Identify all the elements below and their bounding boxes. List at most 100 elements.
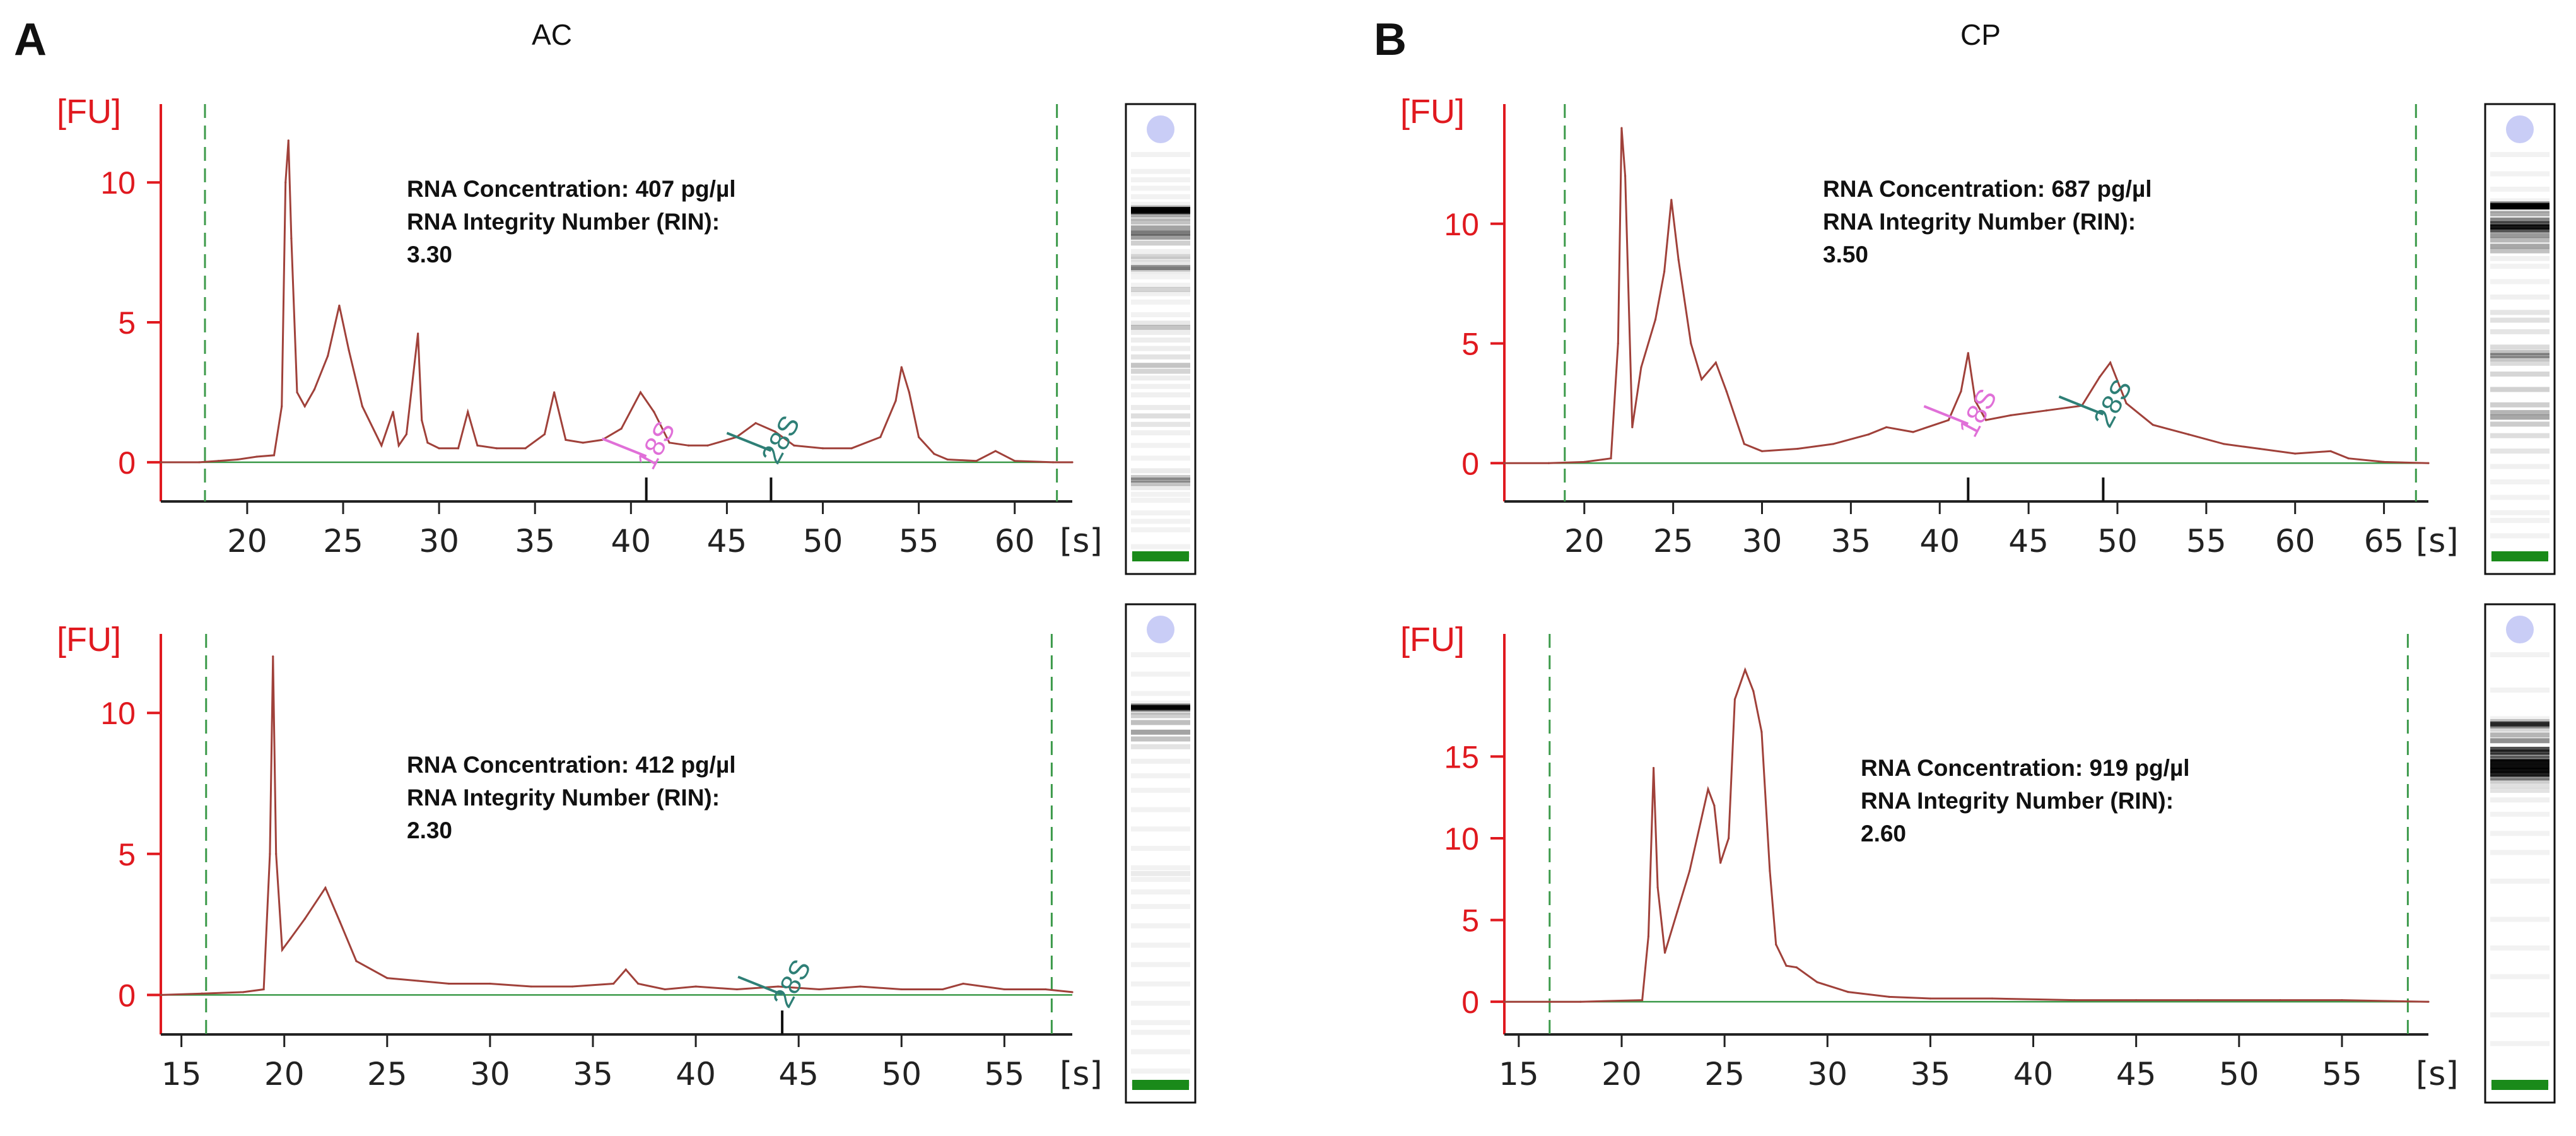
y-tick-label: 5 [118,837,136,872]
trace-point [272,454,276,457]
x-axis-unit: [s] [1060,522,1103,560]
x-tick-label: 20 [1601,1056,1642,1092]
gel-band [1131,219,1190,225]
trace-point [1656,886,1659,889]
gel-band [2490,152,2550,157]
gel-band [2490,652,2550,657]
gel-band [1131,870,1190,876]
trace-point [489,982,491,985]
gel-band [2490,811,2550,817]
x-tick-label: 45 [778,1056,819,1092]
trace-line [160,656,1073,996]
gel-band [1131,320,1190,326]
trace-point [2187,433,2190,436]
trace-point [1503,462,1506,464]
trace-point [918,436,920,438]
trace-point [879,436,882,438]
info-line: 3.30 [407,242,452,267]
trace-point [1984,419,1988,421]
gel-band [1131,405,1190,411]
info-line: RNA Integrity Number (RIN): [1823,209,2136,235]
trace-point [735,988,738,991]
gel-band [1131,498,1190,503]
gel-band [2490,797,2550,803]
gel-band [1131,256,1190,262]
gel-band [1131,758,1190,764]
gel-band [2490,233,2550,238]
trace-point [255,455,258,458]
trace-point [1051,461,1055,464]
electropherogram-ac-bottom: [FU] 0 5 10 15 20 25 30 35 40 45 50 55 [s] 28S RNA Conc… [57,603,1197,1104]
gel-band [2490,211,2550,217]
gel-band [2490,738,2550,744]
trace-point [281,405,283,407]
trace-point [1640,366,1642,369]
marker-leader [737,975,783,996]
trace-point [1547,462,1550,464]
trace-point [1631,426,1634,428]
gel-band [2490,732,2550,738]
trace-point [818,988,821,991]
gel-band [1131,485,1190,491]
trace-point [1620,127,1623,129]
gel-band [2490,518,2550,524]
gel-band [1131,729,1190,735]
trace-point [624,968,627,971]
gel-band [1131,671,1190,677]
gel-band [1131,354,1190,360]
trace-point [1663,271,1666,273]
gel-band [1131,807,1190,812]
trace-point [2152,423,2154,426]
trace-point [894,399,897,402]
trace-point [361,405,364,407]
trace-point [2196,998,2199,1002]
x-tick-label: 60 [995,523,1035,559]
panel-letter-a: A [14,15,47,65]
x-tick-label: 20 [227,523,267,559]
gel-band [2490,279,2550,284]
gel-band [1131,773,1190,778]
gel-band [2490,721,2550,727]
trace-point [1769,870,1771,872]
trace-point [620,428,623,430]
ladder-well-icon [1147,115,1174,143]
y-tick-label: 5 [1461,903,1479,939]
gel-band [2490,752,2550,758]
gel-band [1131,254,1190,259]
gel-band [2490,771,2550,777]
gel-lane-frame [1125,603,1197,1104]
gel-band [1131,527,1190,532]
trace-point [776,985,780,988]
trace-point [1728,837,1730,840]
gel-band [2490,723,2550,729]
x-tick-label: 40 [2013,1056,2054,1092]
marker-leader [2058,395,2104,416]
gel-band [2490,349,2550,355]
gel-band [1131,518,1190,524]
gel-band [2490,317,2550,323]
trace-point [2279,998,2281,1002]
gel-band [1131,312,1190,317]
x-tick-label: 35 [573,1056,613,1092]
trace-point [2427,1000,2430,1003]
gel-band [1131,325,1190,331]
trace-point [1816,981,1818,983]
gel-band [1131,260,1190,266]
panel-title-ac: AC [532,18,572,51]
gel-band [2490,749,2550,755]
gel-band [1131,652,1190,657]
marker-leader [1923,405,1969,425]
trace-point [900,988,903,991]
trace-point [405,433,407,436]
gel-band [2490,775,2550,781]
gel-band [1131,1049,1190,1055]
y-tick-label: 0 [118,445,136,481]
gel-band [1131,455,1190,461]
gel-band [1131,443,1190,448]
gel-band [1131,152,1190,157]
gel-marker-band [1132,551,1189,561]
trace-point [289,937,292,940]
gel-band [2490,248,2550,254]
trace-point [1867,433,1870,436]
gel-band [1131,1000,1190,1006]
